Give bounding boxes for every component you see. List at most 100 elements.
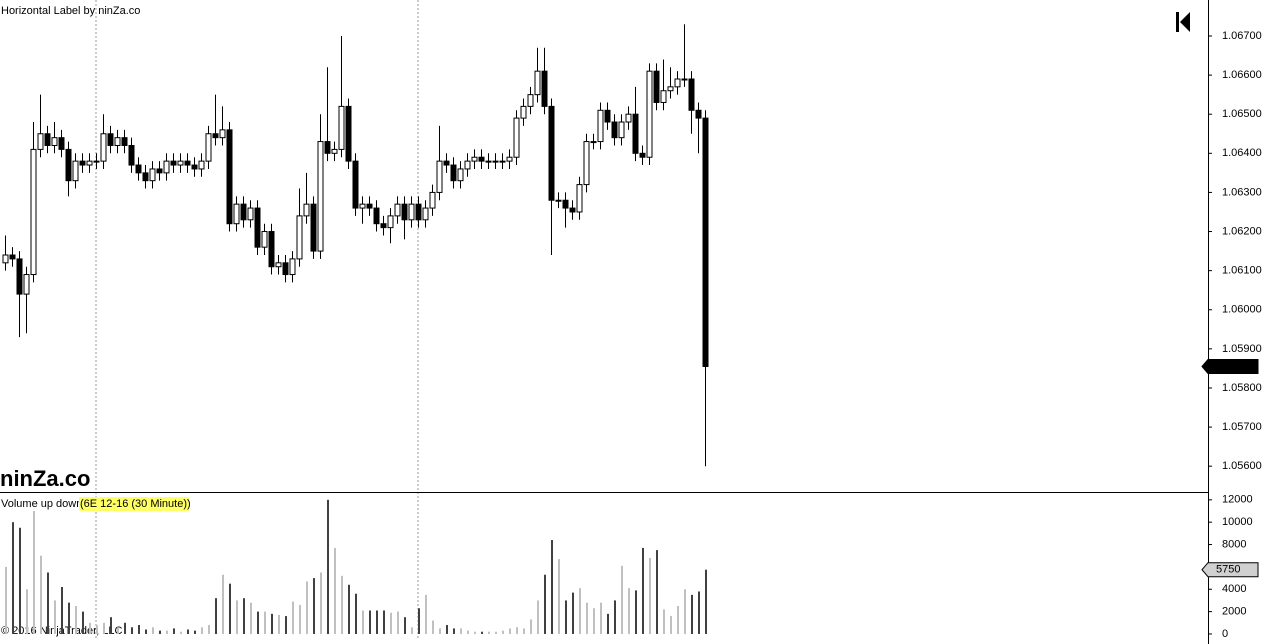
volume-bar [117,627,119,634]
volume-bar [271,613,273,634]
candle-body [142,172,149,182]
candle-body [212,133,219,139]
candle-body [163,160,170,174]
volume-bar [124,622,126,634]
candle-body [338,105,345,150]
y-tick-label: 1.06700 [1222,30,1262,42]
volume-bar [418,608,420,634]
volume-bar [495,631,497,634]
volume-bar [460,628,462,634]
volume-bar [649,557,651,634]
volume-bar [467,630,469,634]
volume-bar [285,616,287,634]
volume-bar [215,598,217,634]
candle-body [429,191,436,209]
candle-body [44,133,51,146]
candle-body [184,160,191,166]
volume-bar [376,610,378,634]
candle-body [415,203,422,221]
volume-bar [565,600,567,634]
volume-bar [411,627,413,634]
candle-body [485,160,492,163]
candle-body [499,160,506,163]
y-tick-label: 1.06500 [1222,108,1262,120]
candle-body [37,133,44,150]
volume-bar [194,630,196,634]
candle-body [324,141,331,154]
volume-bar [236,600,238,634]
volume-bar [334,547,336,634]
candle-body [639,152,646,158]
candle-body [261,231,268,248]
candle-body [576,184,583,213]
candle-body [366,203,373,209]
last-volume-label-bg [1201,562,1259,578]
candle-body [394,203,401,217]
volume-bar [96,625,98,634]
volume-bar [621,565,623,634]
candle-body [562,199,569,209]
candle-body [513,117,520,158]
candle-body [548,105,555,201]
candle-body [583,141,590,186]
candle-body [345,105,352,162]
volume-bar [362,610,364,634]
y-tick-label: 1.06300 [1222,186,1262,198]
y-tick-label: 8000 [1222,538,1246,550]
volume-bar [537,600,539,634]
candle-body [555,199,562,202]
volume-bar [47,572,49,634]
volume-bar [355,593,357,634]
volume-bar [68,602,70,634]
scroll-end-button-arrow[interactable] [1180,12,1190,32]
volume-bar [341,575,343,634]
volume-bar [390,612,392,634]
volume-bar [327,499,329,634]
volume-bar [103,622,105,634]
candle-body [205,133,212,162]
candle-body [135,164,142,174]
candle-body [268,231,275,268]
candle-body [695,109,702,119]
last-price-label-bg [1201,358,1259,374]
candle-body [471,156,478,162]
candle-body [310,203,317,252]
volume-bar [509,628,511,634]
candle-body [653,70,660,103]
y-tick-label: 0 [1222,628,1228,640]
volume-bar [348,584,350,634]
candle-body [611,121,618,139]
candle-body [604,109,611,123]
candle-body [359,203,366,209]
candle-body [380,223,387,229]
candle-body [464,160,471,170]
candle-body [660,90,667,103]
y-tick-label: 1.06400 [1222,147,1262,159]
volume-bar [404,617,406,634]
y-tick-label: 1.06000 [1222,304,1262,316]
candle-body [352,160,359,209]
volume-bar [5,566,7,634]
y-tick-label: 1.06200 [1222,225,1262,237]
volume-bar [229,583,231,634]
candle-body [198,160,205,170]
volume-bar [502,630,504,634]
candle-body [681,78,688,81]
y-tick-label: 1.06100 [1222,265,1262,277]
volume-bar [551,540,553,634]
scroll-end-button[interactable] [1176,12,1179,32]
y-tick-label: 1.05900 [1222,343,1262,355]
y-tick-label: 1.05800 [1222,382,1262,394]
volume-bar [138,625,140,634]
candle-body [541,70,548,107]
candle-body [247,207,254,221]
volume-bar [446,625,448,634]
candle-body [450,164,457,182]
volume-bar [110,617,112,634]
volume-bar [705,569,707,634]
candle-body [667,86,674,92]
volume-bar [691,594,693,634]
volume-bar [383,610,385,634]
candle-body [121,137,128,146]
